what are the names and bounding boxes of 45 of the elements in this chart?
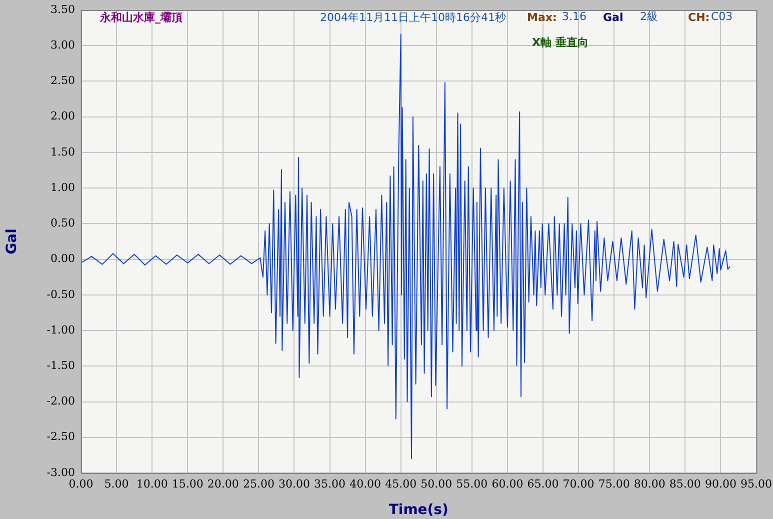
- x-tick-label: 35.00: [314, 477, 346, 490]
- x-tick-label: 45.00: [385, 477, 417, 490]
- x-tick-label: 50.00: [420, 477, 452, 490]
- y-tick-label: -2.00: [46, 394, 75, 408]
- y-tick-label: 0.00: [50, 252, 75, 266]
- x-tick-label: 90.00: [704, 477, 736, 490]
- x-tick-label: 25.00: [242, 477, 274, 490]
- x-tick-label: 70.00: [562, 477, 594, 490]
- x-tick-label: 75.00: [598, 477, 630, 490]
- x-tick-label: 60.00: [492, 477, 524, 490]
- annotation: 永和山水庫_壩頂: [100, 11, 182, 24]
- annotation: Max:: [527, 11, 557, 24]
- y-tick-label: -3.00: [46, 466, 75, 479]
- y-tick-label: -0.50: [46, 288, 75, 301]
- y-tick-label: 1.00: [50, 180, 75, 194]
- y-tick-label: 3.00: [50, 38, 75, 52]
- y-tick-label: 0.50: [50, 216, 75, 230]
- x-tick-label: 5.00: [104, 477, 129, 490]
- y-tick-label: 2.50: [50, 74, 75, 88]
- x-tick-label: 85.00: [669, 477, 701, 490]
- y-tick-label: 2.00: [50, 110, 75, 123]
- annotation: 2級: [640, 10, 658, 23]
- annotation: C03: [711, 10, 733, 23]
- annotation: 3.16: [562, 10, 586, 23]
- annotation: CH:: [688, 11, 710, 24]
- annotation: 2004年11月11日上午10時16分41秒: [320, 11, 506, 24]
- x-tick-label: 20.00: [207, 477, 239, 490]
- x-tick-label: 55.00: [456, 477, 488, 490]
- x-tick-label: 95.00: [740, 477, 772, 490]
- x-tick-label: 65.00: [527, 477, 559, 490]
- y-tick-label: 3.50: [50, 2, 75, 16]
- y-axis-title: Gal: [4, 228, 20, 254]
- x-tick-label: 40.00: [350, 477, 382, 490]
- x-tick-label: 0.00: [68, 477, 94, 490]
- y-tick-label: 1.50: [50, 145, 75, 158]
- x-tick-label: 15.00: [172, 477, 204, 490]
- y-tick-label: -2.50: [46, 430, 75, 444]
- y-tick-label: -1.00: [46, 323, 75, 336]
- x-tick-label: 10.00: [136, 477, 168, 490]
- x-tick-label: 80.00: [634, 477, 666, 490]
- x-tick-label: 30.00: [278, 477, 310, 490]
- y-tick-label: -1.50: [46, 359, 75, 372]
- annotation: Gal: [603, 11, 624, 24]
- annotation: X軸 垂直向: [532, 36, 588, 49]
- x-axis-title: Time(s): [388, 502, 448, 518]
